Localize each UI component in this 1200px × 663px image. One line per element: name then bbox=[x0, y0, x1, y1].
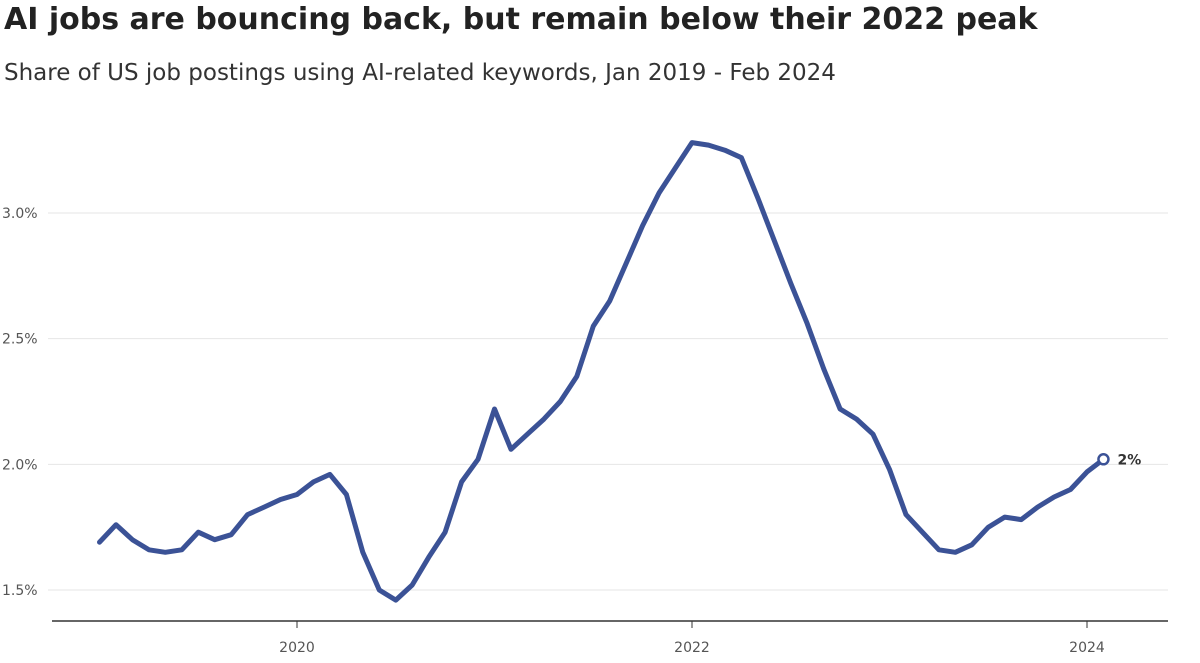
x-tick-label: 2022 bbox=[674, 640, 710, 656]
x-tick-label: 2020 bbox=[279, 640, 315, 656]
y-tick-label: 2.0% bbox=[2, 457, 38, 473]
chart-subtitle: Share of US job postings using AI-relate… bbox=[4, 60, 836, 86]
y-axis-ticks: 1.5% 2.0% 2.5% 3.0% bbox=[2, 206, 38, 599]
end-point-marker bbox=[1097, 453, 1110, 466]
x-tick-label: 2024 bbox=[1069, 640, 1105, 656]
chart-title: AI jobs are bouncing back, but remain be… bbox=[4, 2, 1038, 37]
y-tick-label: 1.5% bbox=[2, 583, 38, 599]
gridlines bbox=[48, 212, 1168, 591]
series-line bbox=[97, 140, 1106, 603]
y-tick-label: 2.5% bbox=[2, 332, 38, 348]
end-value-label: 2% bbox=[1117, 452, 1141, 468]
x-axis-ticks: 2020 2022 2024 bbox=[279, 621, 1105, 656]
y-tick-label: 3.0% bbox=[2, 206, 38, 222]
